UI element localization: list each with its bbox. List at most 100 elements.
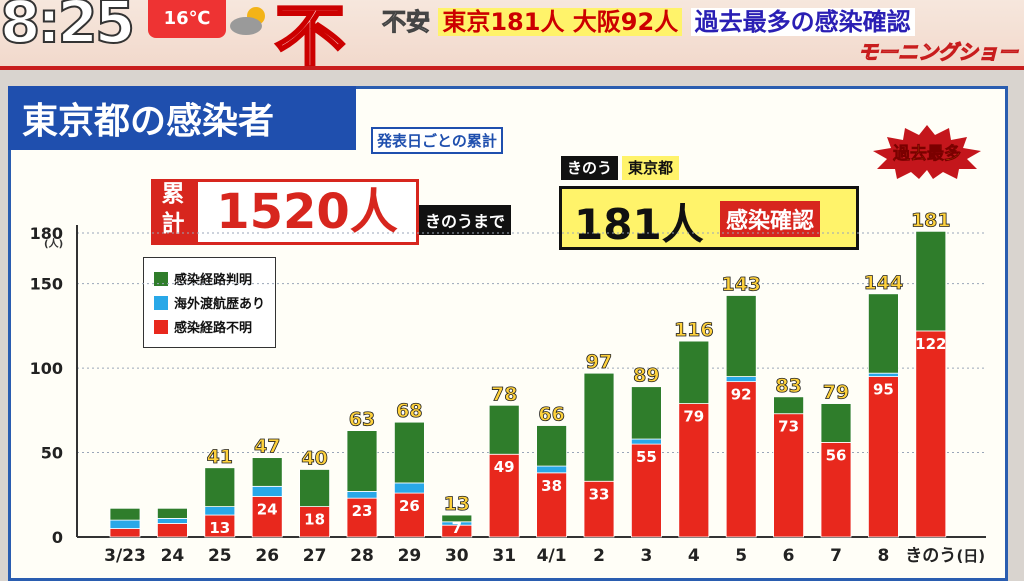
bar-segment [631, 438, 662, 445]
x-tick-label: 24 [161, 546, 185, 566]
y-tick-label: 100 [30, 359, 63, 378]
bar-total-label: 47 [254, 436, 280, 458]
cumulative-value: 1520人 [195, 179, 419, 245]
chart-legend: 感染経路判明 海外渡航歴あり 感染経路不明 [143, 257, 277, 348]
bar-total-label: 13 [444, 493, 470, 515]
bar-segment [109, 528, 141, 538]
bar-segment [536, 425, 567, 467]
record-badge: 過去最多 [869, 125, 985, 179]
segment-value-label: 33 [589, 485, 610, 503]
bar-segment [915, 330, 947, 538]
yesterday-place: 東京都 [622, 156, 680, 180]
bar-segment [441, 514, 473, 523]
bar-segment [109, 519, 141, 529]
news-ticker: 8:25 16℃ 不 不安 東京181人 大阪92人 過去最多の感染確認 モーニ… [0, 0, 1024, 70]
bar-total-label: 97 [586, 351, 612, 373]
bar-total-label: 41 [207, 446, 233, 468]
bar-segment [299, 506, 331, 538]
legend-label: 感染経路不明 [174, 321, 253, 336]
chart-subtitle: 発表日ごとの累計 [371, 127, 503, 154]
bar-segment [536, 465, 567, 474]
bar-segment [156, 523, 188, 538]
segment-value-label: 55 [636, 448, 657, 466]
bar-segment [204, 506, 236, 516]
bar-total-label: 83 [775, 375, 801, 397]
yesterday-tag: きのう [561, 156, 619, 180]
clock-display: 8:25 [0, 0, 136, 57]
x-tick-label: 3 [640, 546, 652, 566]
bar-segment [251, 457, 283, 487]
x-tick-label: 27 [303, 546, 327, 566]
bar-total-label: 144 [864, 272, 904, 294]
y-tick-label: 180 [30, 224, 63, 243]
bar-segment [773, 413, 804, 538]
bar-total-label: 68 [396, 400, 422, 422]
bar-segment [868, 372, 899, 377]
segment-value-label: 79 [683, 408, 704, 426]
legend-label: 海外渡航歴あり [174, 297, 266, 312]
segment-value-label: 24 [257, 500, 278, 518]
headline-part-a: 不安 [382, 8, 431, 37]
program-logo: モーニングショー [858, 40, 1019, 65]
bar-segment [299, 469, 331, 508]
segment-value-label: 92 [731, 386, 752, 404]
bar-segment [393, 492, 425, 538]
x-tick-label: きのう [905, 546, 956, 566]
headline: 不安 東京181人 大阪92人 過去最多の感染確認 [382, 2, 915, 37]
x-tick-label: 5 [735, 546, 747, 566]
x-tick-label: 6 [783, 546, 795, 566]
bar-segment [773, 396, 804, 415]
x-tick-label: 30 [445, 546, 469, 566]
y-tick-label: 150 [30, 275, 63, 294]
segment-value-label: 18 [304, 511, 325, 529]
x-tick-label: 7 [830, 546, 842, 566]
x-tick-label: 28 [350, 546, 374, 566]
bar-segment [393, 421, 425, 484]
chart-panel: 東京都の感染者 発表日ごとの累計 累計 1520人 きのうまで きのう 東京都 1… [8, 86, 1008, 581]
bar-total-label: 116 [674, 319, 714, 341]
bar-segment [156, 518, 188, 524]
y-tick-label: 0 [52, 528, 63, 547]
bar-segment [820, 442, 852, 538]
segment-value-label: 49 [494, 458, 515, 476]
bar-total-label: 78 [491, 383, 517, 405]
bar-total-label: 40 [301, 447, 327, 469]
bar-segment [393, 482, 425, 494]
bar-segment [251, 485, 283, 497]
legend-label: 感染経路判明 [174, 273, 253, 288]
bar-segment [725, 376, 757, 383]
bar-segment [678, 403, 710, 538]
bar-segment [346, 430, 378, 492]
bar-segment [631, 443, 662, 538]
bar-total-label: 66 [538, 404, 564, 426]
starburst-icon [873, 125, 981, 179]
bar-total-label: 63 [349, 409, 375, 431]
chart-title: 東京都の感染者 [22, 101, 275, 142]
legend-swatch-blue [154, 295, 168, 310]
y-axis-unit: (人) [44, 239, 64, 250]
bar-segment [820, 403, 852, 443]
x-tick-label: 31 [492, 546, 516, 566]
cumulative-note: きのうまで [419, 205, 512, 235]
cumulative-label: 累計 [151, 179, 195, 245]
bar-segment [488, 404, 520, 455]
segment-value-label: 13 [209, 519, 230, 537]
bar-segment [204, 467, 236, 507]
segment-value-label: 122 [915, 335, 946, 353]
x-tick-label: 4/1 [537, 546, 567, 566]
x-axis-unit: (日) [956, 547, 985, 565]
x-tick-label: 3/23 [104, 546, 146, 566]
bar-segment [156, 507, 188, 519]
legend-item-travel: 海外渡航歴あり [154, 293, 265, 312]
bar-segment [583, 372, 615, 482]
bar-segment [915, 230, 947, 332]
segment-value-label: 73 [778, 418, 799, 436]
yesterday-header: きのう 東京都 [561, 156, 680, 180]
bar-segment [678, 340, 710, 404]
legend-item-known: 感染経路判明 [154, 269, 265, 288]
segment-value-label: 26 [399, 497, 420, 515]
yesterday-box: 181人 感染確認 [559, 186, 859, 250]
bar-segment [583, 480, 615, 538]
yesterday-label: 感染確認 [720, 201, 821, 237]
yesterday-value: 181人 [574, 200, 704, 249]
